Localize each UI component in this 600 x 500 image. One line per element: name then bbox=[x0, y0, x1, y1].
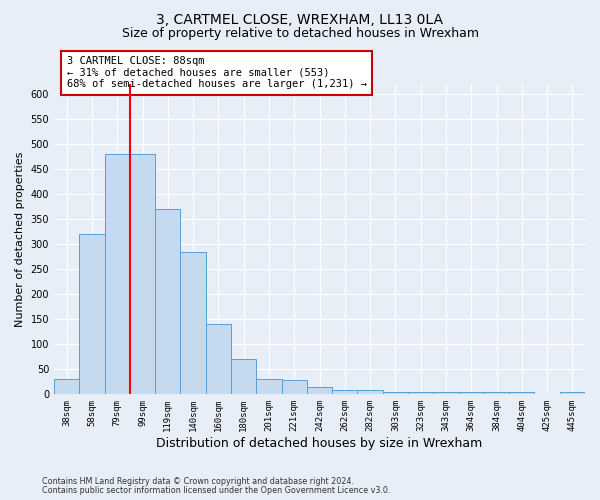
Bar bbox=[458, 392, 484, 394]
Bar bbox=[560, 392, 585, 394]
Bar bbox=[79, 234, 104, 394]
Bar bbox=[256, 380, 281, 394]
Bar bbox=[433, 392, 458, 394]
Bar bbox=[383, 392, 408, 394]
Y-axis label: Number of detached properties: Number of detached properties bbox=[15, 152, 25, 327]
Bar bbox=[155, 210, 181, 394]
Bar bbox=[332, 390, 358, 394]
Text: Size of property relative to detached houses in Wrexham: Size of property relative to detached ho… bbox=[121, 28, 479, 40]
X-axis label: Distribution of detached houses by size in Wrexham: Distribution of detached houses by size … bbox=[157, 437, 482, 450]
Bar bbox=[206, 324, 231, 394]
Bar bbox=[54, 380, 79, 394]
Bar bbox=[181, 252, 206, 394]
Bar bbox=[231, 360, 256, 394]
Bar bbox=[358, 390, 383, 394]
Bar bbox=[509, 392, 535, 394]
Text: Contains public sector information licensed under the Open Government Licence v3: Contains public sector information licen… bbox=[42, 486, 391, 495]
Text: Contains HM Land Registry data © Crown copyright and database right 2024.: Contains HM Land Registry data © Crown c… bbox=[42, 477, 354, 486]
Bar bbox=[307, 387, 332, 394]
Bar bbox=[408, 392, 433, 394]
Text: 3, CARTMEL CLOSE, WREXHAM, LL13 0LA: 3, CARTMEL CLOSE, WREXHAM, LL13 0LA bbox=[157, 12, 443, 26]
Bar bbox=[281, 380, 307, 394]
Text: 3 CARTMEL CLOSE: 88sqm
← 31% of detached houses are smaller (553)
68% of semi-de: 3 CARTMEL CLOSE: 88sqm ← 31% of detached… bbox=[67, 56, 367, 90]
Bar bbox=[130, 154, 155, 394]
Bar bbox=[484, 392, 509, 394]
Bar bbox=[104, 154, 130, 394]
